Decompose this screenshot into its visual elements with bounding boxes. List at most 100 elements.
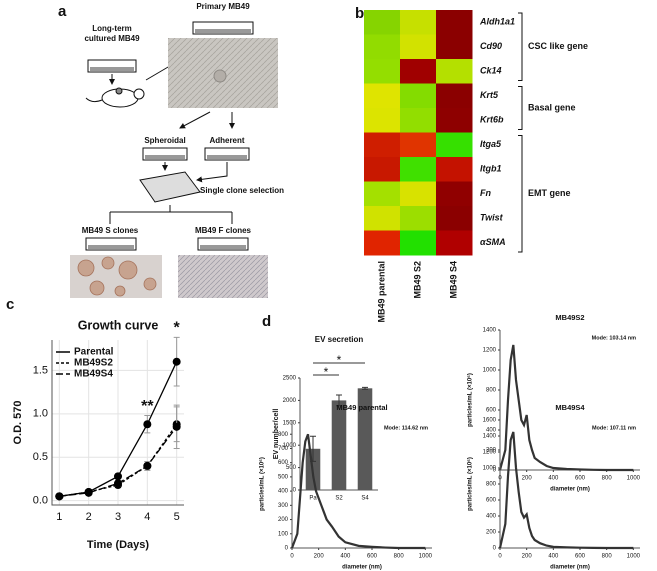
arrow <box>196 162 228 183</box>
heat-cell <box>364 230 401 256</box>
axis <box>499 330 640 471</box>
x-tick-label: 5 <box>174 511 180 523</box>
sphere <box>213 69 227 83</box>
x-tick-label: 600 <box>575 554 586 560</box>
gene-label: Itgb1 <box>480 164 502 174</box>
axis <box>51 340 184 506</box>
chart-title: EV secretion <box>315 335 364 344</box>
panel-label: b <box>355 5 364 22</box>
heat-cell <box>364 157 401 182</box>
x-axis-label: diameter (nm) <box>550 565 590 571</box>
x-tick-label: 2 <box>86 511 92 523</box>
well-plate <box>139 171 201 203</box>
mouse-tail <box>85 97 103 103</box>
panel-label: d <box>262 313 271 330</box>
heat-cell <box>364 10 401 35</box>
gene-label: Itga5 <box>480 139 502 149</box>
x-tick-label: Pa <box>309 496 317 502</box>
x-tick-label: 0 <box>498 554 502 560</box>
x-tick-label: 400 <box>548 476 559 482</box>
x-tick-label: 200 <box>314 554 325 560</box>
error-bar <box>336 394 342 407</box>
y-tick-label: 800 <box>486 482 497 488</box>
dish-cells <box>88 245 134 249</box>
x-tick-label: 200 <box>522 554 533 560</box>
heat-cell <box>400 83 437 109</box>
gene-label: Krt6b <box>480 115 504 125</box>
y-tick-label: 0 <box>293 488 297 494</box>
heat-cell <box>364 132 401 158</box>
y-axis-label: particles/mL (×10⁶) <box>260 457 266 511</box>
group-bracket <box>518 135 523 253</box>
x-tick-label: 3 <box>115 511 121 523</box>
mode-label: Mode: 103.14 nm <box>592 335 636 341</box>
marker <box>55 492 64 501</box>
y-tick-label: 1600 <box>483 418 497 424</box>
heat-cell <box>436 206 473 231</box>
arrow <box>179 111 211 129</box>
x-tick-label: 400 <box>340 554 351 560</box>
y-tick-label: 200 <box>278 517 289 523</box>
y-axis-label: EV number/cell <box>273 409 280 460</box>
y-tick-label: 0 <box>493 468 497 474</box>
heat-cell <box>400 230 437 256</box>
y-axis-label: O.D. 570 <box>12 400 24 444</box>
diagram-label: Single clone selection <box>200 186 285 195</box>
panel-label: a <box>58 3 67 20</box>
significance-label: * <box>174 320 181 337</box>
y-tick-label: 800 <box>486 388 497 394</box>
y-tick-label: 500 <box>278 474 289 480</box>
x-tick-label: S2 <box>335 496 343 502</box>
spheroids <box>77 256 157 297</box>
diagram-label: Adherent <box>209 136 245 145</box>
y-tick-label: 400 <box>486 428 497 434</box>
gene-label: Fn <box>480 188 491 198</box>
column-label: MB49 S4 <box>448 261 458 299</box>
heat-cell <box>400 10 437 35</box>
marker <box>143 420 152 429</box>
heat-cell <box>436 83 473 109</box>
x-tick-label: 1000 <box>627 554 641 560</box>
mode-label: Mode: 114.62 nm <box>384 425 428 431</box>
heat-cell <box>364 83 401 109</box>
legend-label: MB49S2 <box>74 358 113 369</box>
dish-cells <box>207 155 247 159</box>
chart-title: MB49 parental <box>336 403 387 412</box>
marker <box>114 479 122 488</box>
heat-cell <box>400 108 437 133</box>
heat-cell <box>400 34 437 60</box>
heat-cell <box>364 108 401 133</box>
heat-cell <box>400 59 437 84</box>
x-tick-label: 800 <box>602 554 613 560</box>
x-tick-label: 600 <box>367 554 378 560</box>
x-axis-label: diameter (nm) <box>342 565 382 571</box>
dish-cells <box>200 245 246 249</box>
bar <box>331 400 347 490</box>
y-tick-label: 1200 <box>483 348 497 354</box>
axis <box>499 420 640 549</box>
diagram-label: Primary MB49 <box>196 2 250 11</box>
x-tick-label: 800 <box>602 476 613 482</box>
group-bracket <box>518 12 523 81</box>
y-tick-label: 200 <box>486 448 497 454</box>
y-tick-label: 1.0 <box>33 408 48 420</box>
gene-label: Aldh1a1 <box>479 17 515 27</box>
heat-cell <box>436 59 473 84</box>
legend-label: MB49S4 <box>74 369 113 380</box>
heat-cell <box>400 157 437 182</box>
gene-label: Twist <box>480 213 504 223</box>
chart-title: Growth curve <box>78 318 159 332</box>
y-tick-label: 2500 <box>283 376 297 382</box>
series-line <box>498 431 634 550</box>
heat-cell <box>436 230 473 256</box>
heat-cell <box>364 34 401 60</box>
y-tick-label: 300 <box>278 503 289 509</box>
gene-label: αSMA <box>480 237 506 247</box>
heat-cell <box>436 10 473 35</box>
heat-cell <box>400 206 437 231</box>
heat-cell <box>436 181 473 207</box>
y-tick-label: 1400 <box>483 434 497 440</box>
bar <box>357 388 373 490</box>
y-tick-label: 0 <box>285 546 289 552</box>
